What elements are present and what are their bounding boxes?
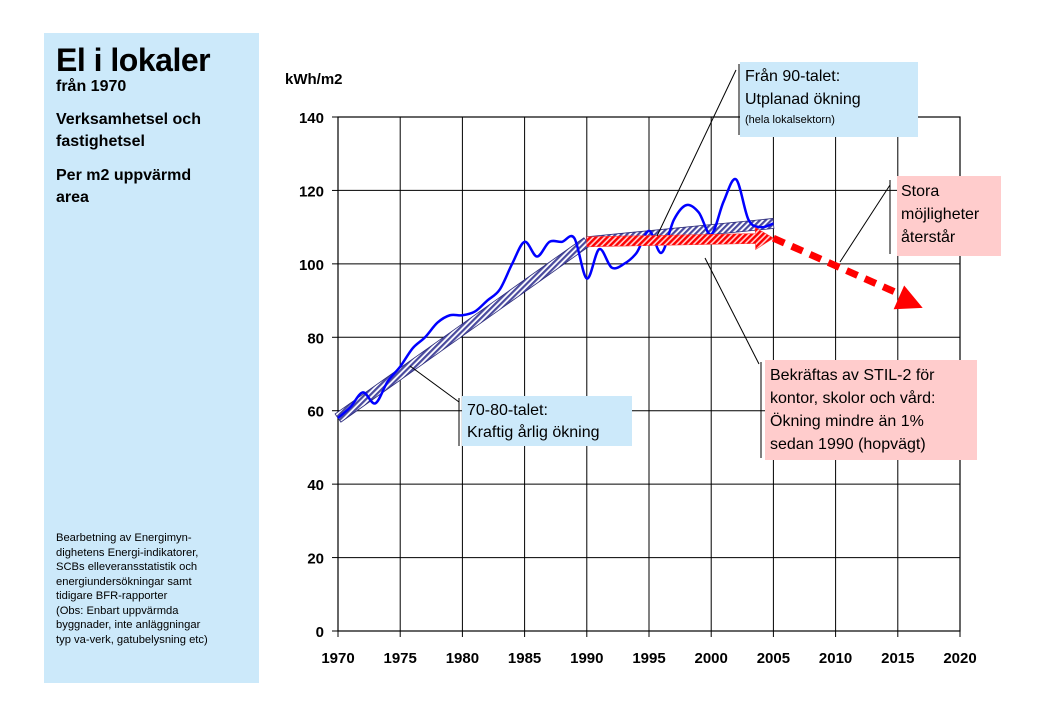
callout-leader-line	[409, 365, 460, 403]
source-line: dighetens Energi-indikatorer,	[56, 546, 199, 559]
y-axis-label: kWh/m2	[285, 71, 343, 88]
trend-bar	[334, 237, 591, 423]
annotation-text: Stora	[901, 183, 939, 200]
x-tick-label: 1975	[384, 650, 417, 667]
annotation-text: 70-80-talet:	[467, 402, 548, 419]
annotation-text: Från 90-talet:	[745, 67, 840, 85]
x-tick-label: 2000	[695, 650, 728, 667]
description-line: area	[56, 189, 89, 206]
y-tick-label: 80	[307, 330, 324, 347]
source-line: energiundersökningar samt	[56, 575, 192, 588]
annotation-text: Utplanad ökning	[745, 91, 861, 108]
annotation-small-text: (hela lokalsektorn)	[745, 114, 835, 126]
callout-leader-line	[704, 257, 760, 365]
x-tick-label: 2005	[757, 650, 790, 667]
source-line: Bearbetning av Energimyn-	[56, 532, 192, 544]
source-note: Bearbetning av Energimyn- dighetens Ener…	[56, 531, 256, 647]
info-panel: El i lokaler från 1970 Verksamhetsel och…	[44, 33, 259, 683]
description-energy-type: Verksamhetsel och fastighetsel	[56, 109, 247, 153]
y-tick-label: 40	[307, 477, 324, 494]
x-tick-label: 2015	[881, 650, 914, 667]
annotation-text: sedan 1990 (hopvägt)	[770, 436, 926, 453]
description-line: fastighetsel	[56, 133, 145, 150]
source-line: tidigare BFR-rapporter	[56, 590, 168, 602]
annotation-text: Ökning mindre än 1%	[770, 412, 924, 430]
page-subtitle: från 1970	[56, 78, 127, 95]
y-tick-label: 20	[307, 551, 324, 568]
callout-leader-line	[839, 184, 891, 263]
x-tick-label: 1985	[508, 650, 541, 667]
callout-stil2-box	[765, 360, 977, 460]
annotation-text: Kraftig årlig ökning	[467, 423, 600, 441]
y-tick-label: 60	[307, 404, 324, 421]
forecast-dashed-line	[771, 234, 900, 297]
y-tick-label: 0	[316, 624, 324, 641]
description-line: Per m2 uppvärmd	[56, 167, 192, 184]
annotation-text: kontor, skolor och vård:	[770, 389, 935, 407]
forecast-arrowhead	[893, 285, 923, 310]
source-line: SCBs elleveransstatistik och	[56, 561, 198, 573]
callout-1990s-box	[740, 62, 918, 137]
source-line: (Obs: Enbart uppvärmda	[56, 604, 179, 617]
callout-opportunities-box	[897, 176, 1001, 256]
description-unit: Per m2 uppvärmd area	[56, 165, 247, 209]
x-tick-label: 1990	[570, 650, 603, 667]
forecast-arrow	[586, 226, 774, 251]
description-line: Verksamhetsel och	[56, 111, 201, 128]
electricity-use-line	[337, 177, 774, 419]
x-tick-label: 1980	[446, 650, 479, 667]
y-tick-label: 120	[299, 183, 324, 200]
callout-leader-line	[656, 69, 737, 237]
page-title: El i lokaler	[56, 42, 211, 78]
callout-70-80s-box	[462, 396, 632, 446]
annotation-text: återstår	[901, 228, 956, 246]
x-tick-label: 2020	[943, 650, 976, 667]
y-tick-label: 100	[299, 257, 324, 274]
source-line: typ va-verk, gatubelysning etc)	[56, 633, 208, 646]
annotation-text: Bekräftas av STIL-2 för	[770, 367, 935, 384]
y-tick-label: 140	[299, 110, 324, 127]
x-tick-label: 2010	[819, 650, 852, 667]
annotation-text: möjligheter	[901, 206, 980, 223]
x-tick-label: 1970	[321, 650, 354, 667]
x-tick-label: 1995	[632, 650, 665, 667]
source-line: byggnader, inte anläggningar	[56, 619, 201, 631]
